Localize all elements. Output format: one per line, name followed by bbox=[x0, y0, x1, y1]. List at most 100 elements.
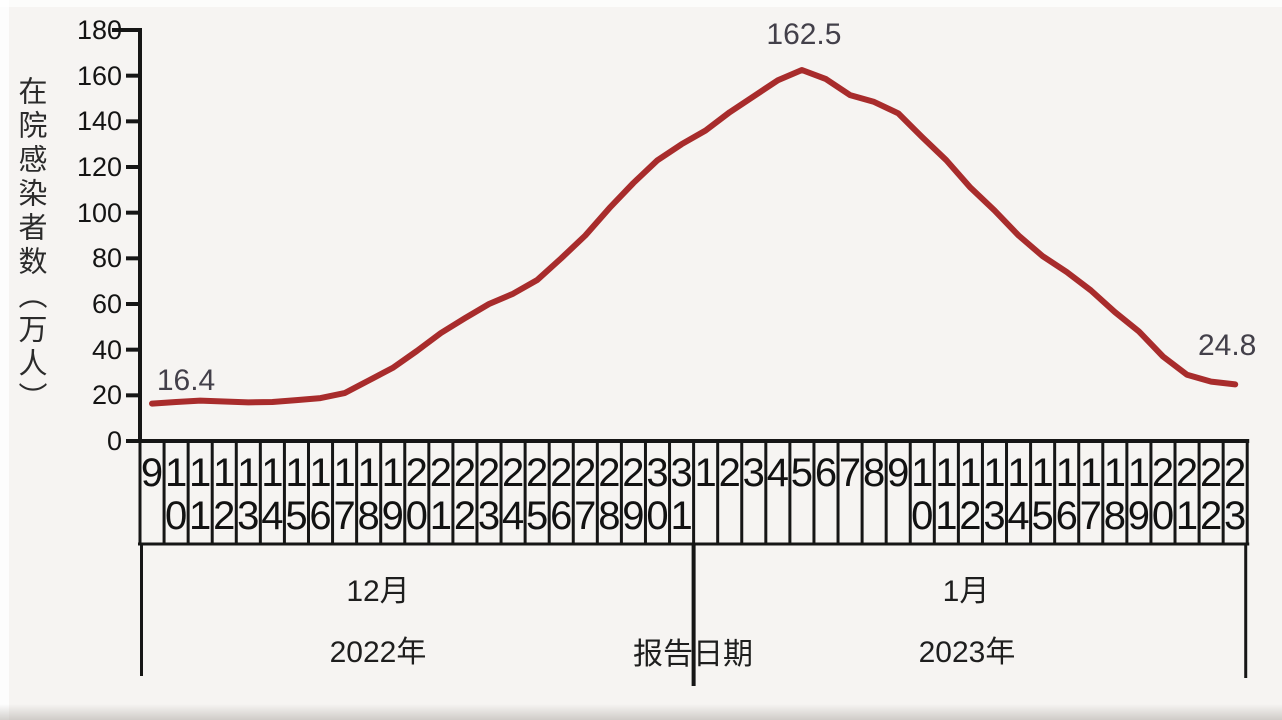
year-label-2022: 2022年 bbox=[329, 636, 427, 669]
date-digit: 1 bbox=[670, 494, 693, 538]
date-digit: 2 bbox=[405, 451, 428, 495]
date-digit: 9 bbox=[381, 494, 404, 538]
date-digit: 2 bbox=[453, 494, 477, 538]
date-digit: 9 bbox=[1127, 494, 1151, 538]
y-tick-label: 100 bbox=[76, 197, 122, 228]
month-label-december: 12月 bbox=[346, 575, 410, 608]
date-digit: 2 bbox=[213, 494, 236, 538]
date-digit: 8 bbox=[598, 494, 621, 538]
y-tick-label: 180 bbox=[76, 15, 122, 45]
date-digit: 3 bbox=[646, 451, 669, 495]
x-date-label: 1 bbox=[694, 447, 718, 543]
date-digit: 1 bbox=[959, 451, 982, 495]
date-digit: 3 bbox=[1224, 494, 1247, 538]
date-digit: 1 bbox=[935, 494, 958, 538]
date-digit: 2 bbox=[477, 451, 501, 495]
date-digit: 1 bbox=[935, 451, 958, 495]
y-tick-label: 60 bbox=[91, 289, 122, 319]
date-digit: 8 bbox=[357, 494, 380, 538]
date-digit: 1 bbox=[164, 451, 188, 495]
date-digit: 2 bbox=[1224, 451, 1247, 495]
date-digit: 2 bbox=[959, 494, 982, 538]
date-digit: 1 bbox=[309, 451, 332, 495]
date-digit: 1 bbox=[911, 451, 934, 495]
date-digit: 1 bbox=[237, 451, 260, 495]
date-digit: 1 bbox=[381, 451, 404, 495]
date-digit: 0 bbox=[405, 494, 428, 538]
date-digit: 8 bbox=[863, 451, 886, 495]
date-digit: 2 bbox=[550, 451, 573, 495]
date-digit: 2 bbox=[622, 451, 645, 495]
y-tick-label: 140 bbox=[76, 106, 122, 137]
y-tick-label: 160 bbox=[76, 60, 122, 91]
month-label-january: 1月 bbox=[942, 575, 990, 608]
date-digit: 2 bbox=[718, 451, 741, 495]
date-digit: 1 bbox=[1103, 451, 1126, 495]
date-digit: 4 bbox=[501, 494, 525, 538]
date-digit: 2 bbox=[574, 451, 597, 495]
date-digit: 4 bbox=[1007, 494, 1030, 538]
date-digit: 3 bbox=[742, 451, 765, 495]
date-digit: 1 bbox=[1175, 494, 1199, 538]
x-date-label: 8 bbox=[862, 447, 886, 543]
date-digit: 5 bbox=[526, 494, 549, 538]
date-digit: 1 bbox=[261, 451, 284, 495]
annotation-start-value: 16.4 bbox=[156, 363, 216, 397]
date-digit: 5 bbox=[285, 494, 308, 538]
x-date-label: 3 bbox=[742, 447, 766, 543]
date-digit: 7 bbox=[838, 451, 862, 495]
y-tick-label: 80 bbox=[91, 243, 122, 274]
date-digit: 1 bbox=[429, 494, 452, 538]
y-tick-label: 20 bbox=[91, 380, 122, 411]
x-date-label: 9 bbox=[886, 447, 910, 543]
date-digit: 2 bbox=[1151, 451, 1175, 495]
date-digit: 6 bbox=[1055, 494, 1078, 538]
date-digit: 1 bbox=[333, 451, 356, 495]
bottom-shadow bbox=[0, 704, 1282, 720]
annotation-peak-value: 162.5 bbox=[766, 17, 842, 51]
left-margin bbox=[0, 0, 9, 720]
x-date-label: 6 bbox=[814, 447, 838, 543]
y-tick-label: 40 bbox=[91, 334, 122, 365]
date-digit: 1 bbox=[983, 451, 1006, 495]
date-digit: 6 bbox=[550, 494, 573, 538]
x-date-label: 9 bbox=[140, 447, 164, 543]
date-digit: 2 bbox=[501, 451, 525, 495]
date-digit: 0 bbox=[646, 494, 669, 538]
date-digit: 1 bbox=[357, 451, 380, 495]
date-digit: 2 bbox=[1199, 494, 1223, 538]
date-digit: 7 bbox=[574, 494, 597, 538]
date-digit: 2 bbox=[453, 451, 477, 495]
x-date-label: 7 bbox=[838, 447, 862, 543]
date-digit: 3 bbox=[670, 451, 693, 495]
date-digit: 2 bbox=[598, 451, 621, 495]
date-digit: 1 bbox=[1031, 451, 1054, 495]
date-digit: 9 bbox=[887, 451, 910, 495]
